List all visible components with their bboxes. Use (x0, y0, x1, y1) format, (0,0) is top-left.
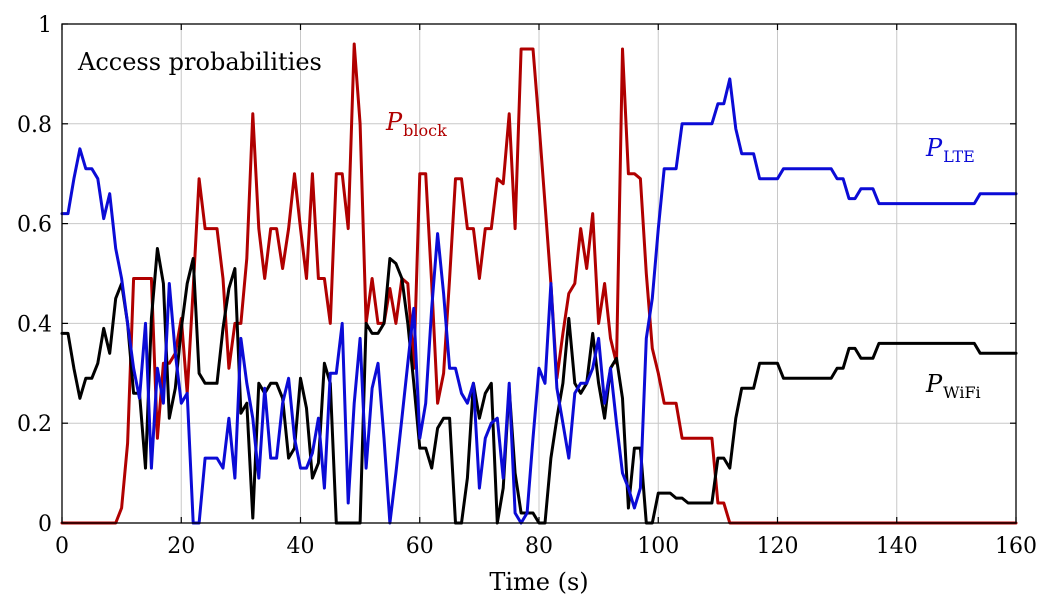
y-tick-label: 0 (38, 512, 52, 537)
x-tick-label: 40 (287, 534, 315, 559)
x-tick-label: 160 (995, 534, 1037, 559)
y-tick-label: 0.8 (17, 113, 52, 138)
x-tick-label: 80 (525, 534, 553, 559)
x-tick-label: 100 (637, 534, 679, 559)
series-label-p-block: Pblock (385, 108, 447, 140)
x-tick-label: 120 (757, 534, 799, 559)
series-label-p-lte: PLTE (925, 134, 975, 166)
y-tick-label: 1 (38, 13, 52, 38)
series-line-p-lte (60, 77, 1018, 525)
series-label-p-wifi: PWiFi (925, 370, 981, 402)
grid (61, 23, 1017, 524)
x-axis-title: Time (s) (489, 568, 588, 596)
y-tick-label: 0.4 (17, 312, 52, 337)
x-tick-label: 20 (167, 534, 195, 559)
axis-ticks: 0 20 40 60 80 100 120 140 160 0 0.2 0.4 0.6 0.8 1 (17, 13, 1037, 559)
y-tick-label: 0.2 (17, 412, 52, 437)
y-tick-label: 0.6 (17, 213, 52, 238)
chart-title: Access probabilities (77, 48, 322, 76)
x-tick-label: 140 (876, 534, 918, 559)
series-labels: PLTE PWiFi Pblock (385, 108, 981, 402)
x-tick-label: 60 (406, 534, 434, 559)
x-tick-label: 0 (55, 534, 69, 559)
